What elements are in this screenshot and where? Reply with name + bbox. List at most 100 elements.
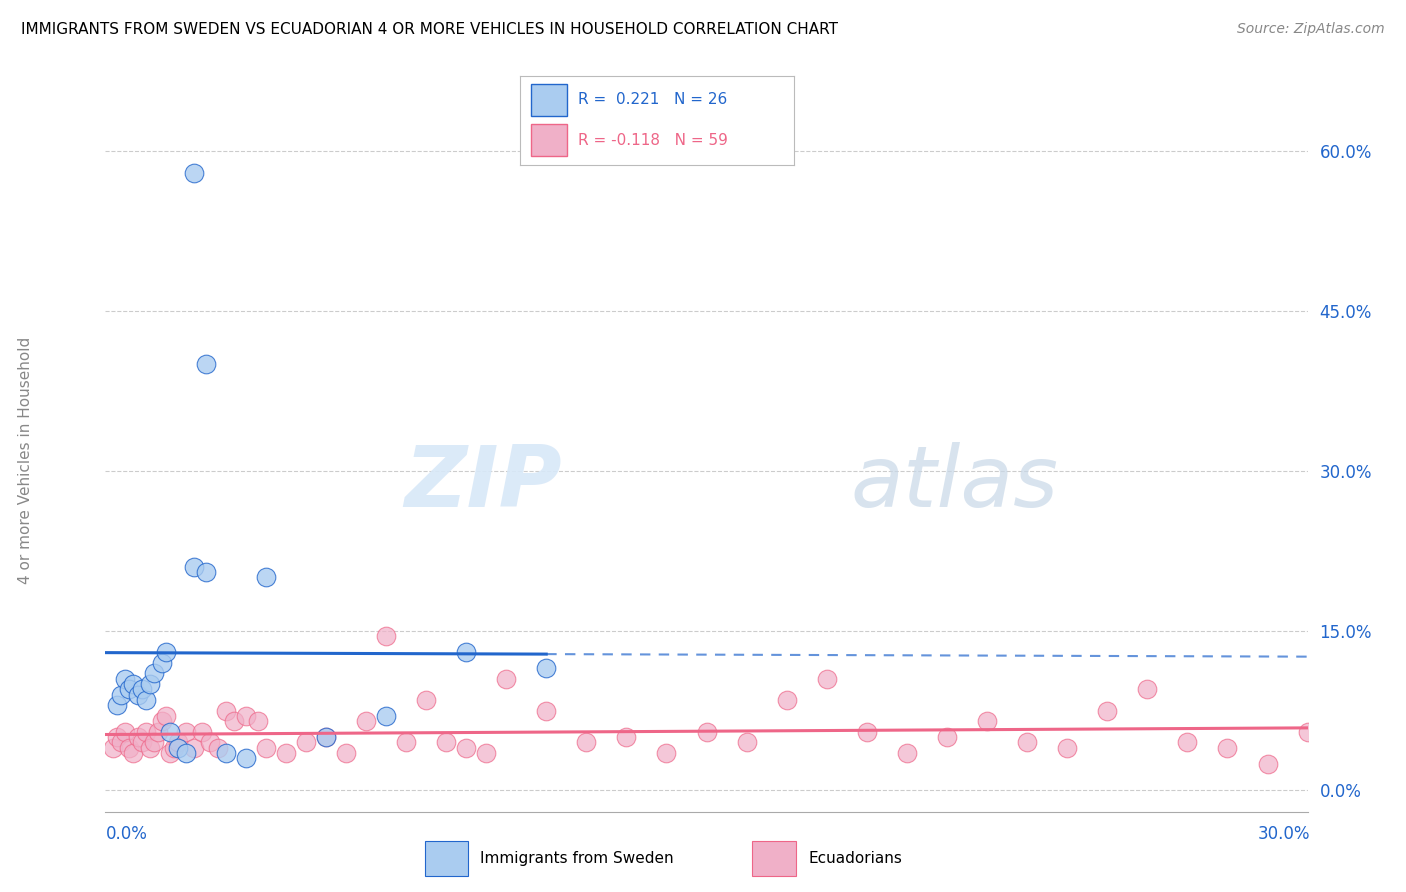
Point bbox=[274, 746, 297, 760]
Text: IMMIGRANTS FROM SWEDEN VS ECUADORIAN 4 OR MORE VEHICLES IN HOUSEHOLD CORRELATION: IMMIGRANTS FROM SWEDEN VS ECUADORIAN 4 O… bbox=[21, 22, 838, 37]
Point bbox=[107, 730, 129, 744]
Point bbox=[142, 666, 165, 681]
Point bbox=[135, 693, 157, 707]
Point bbox=[194, 565, 217, 579]
Bar bbox=[425, 841, 468, 876]
Point bbox=[183, 166, 205, 180]
Point bbox=[110, 735, 132, 749]
Point bbox=[174, 724, 197, 739]
Bar bbox=[752, 841, 796, 876]
Point bbox=[655, 746, 678, 760]
Point bbox=[735, 735, 758, 749]
Point bbox=[174, 746, 197, 760]
Point bbox=[190, 724, 212, 739]
Point bbox=[214, 704, 236, 718]
Point bbox=[254, 740, 277, 755]
Point bbox=[107, 698, 129, 713]
Point bbox=[166, 740, 188, 755]
Point bbox=[534, 704, 557, 718]
Point bbox=[110, 688, 132, 702]
Point bbox=[896, 746, 918, 760]
Text: Source: ZipAtlas.com: Source: ZipAtlas.com bbox=[1237, 22, 1385, 37]
Point bbox=[1056, 740, 1078, 755]
Point bbox=[150, 714, 173, 729]
Bar bbox=[531, 124, 567, 156]
Point bbox=[127, 688, 149, 702]
Text: 4 or more Vehicles in Household: 4 or more Vehicles in Household bbox=[18, 336, 34, 584]
Point bbox=[122, 746, 145, 760]
Point bbox=[150, 656, 173, 670]
Point bbox=[127, 730, 149, 744]
Point bbox=[235, 751, 257, 765]
Point bbox=[374, 629, 398, 643]
Text: R = -0.118   N = 59: R = -0.118 N = 59 bbox=[578, 133, 728, 147]
Point bbox=[395, 735, 418, 749]
Point bbox=[456, 740, 478, 755]
Point bbox=[1216, 740, 1239, 755]
Point bbox=[696, 724, 718, 739]
Point bbox=[122, 677, 145, 691]
Point bbox=[183, 740, 205, 755]
Point bbox=[162, 740, 184, 755]
Point bbox=[183, 559, 205, 574]
Point bbox=[159, 746, 181, 760]
Point bbox=[131, 735, 153, 749]
Text: R =  0.221   N = 26: R = 0.221 N = 26 bbox=[578, 93, 727, 107]
Point bbox=[131, 682, 153, 697]
Point bbox=[776, 693, 799, 707]
Point bbox=[354, 714, 377, 729]
Point bbox=[222, 714, 245, 729]
Point bbox=[159, 724, 181, 739]
Point bbox=[155, 645, 177, 659]
Point bbox=[976, 714, 998, 729]
Text: 30.0%: 30.0% bbox=[1258, 825, 1310, 843]
Point bbox=[936, 730, 959, 744]
Point bbox=[246, 714, 269, 729]
Point bbox=[214, 746, 236, 760]
Point bbox=[1015, 735, 1038, 749]
Point bbox=[138, 740, 160, 755]
Point bbox=[456, 645, 478, 659]
Point bbox=[138, 677, 160, 691]
Bar bbox=[531, 84, 567, 116]
Point bbox=[1175, 735, 1198, 749]
Point bbox=[315, 730, 337, 744]
Point bbox=[1296, 724, 1319, 739]
Point bbox=[207, 740, 229, 755]
Point bbox=[1136, 682, 1159, 697]
Text: ZIP: ZIP bbox=[405, 442, 562, 525]
Point bbox=[235, 709, 257, 723]
Point bbox=[295, 735, 318, 749]
Point bbox=[495, 672, 517, 686]
Point bbox=[415, 693, 437, 707]
Point bbox=[616, 730, 638, 744]
Point bbox=[815, 672, 838, 686]
Point bbox=[1257, 756, 1279, 771]
Point bbox=[374, 709, 398, 723]
Point bbox=[315, 730, 337, 744]
Text: 0.0%: 0.0% bbox=[105, 825, 148, 843]
Point bbox=[254, 570, 277, 584]
Point bbox=[198, 735, 221, 749]
Point bbox=[103, 740, 125, 755]
Point bbox=[855, 724, 877, 739]
Point bbox=[575, 735, 598, 749]
Point bbox=[194, 358, 217, 372]
Point bbox=[534, 661, 557, 675]
Point bbox=[146, 724, 169, 739]
Point bbox=[118, 682, 141, 697]
Text: Immigrants from Sweden: Immigrants from Sweden bbox=[481, 851, 673, 866]
Text: Ecuadorians: Ecuadorians bbox=[808, 851, 903, 866]
Point bbox=[434, 735, 457, 749]
Point bbox=[155, 709, 177, 723]
Point bbox=[166, 735, 188, 749]
Point bbox=[142, 735, 165, 749]
Point bbox=[114, 672, 136, 686]
Point bbox=[114, 724, 136, 739]
Point bbox=[135, 724, 157, 739]
Point bbox=[335, 746, 357, 760]
Point bbox=[1097, 704, 1119, 718]
Point bbox=[475, 746, 498, 760]
Text: atlas: atlas bbox=[851, 442, 1059, 525]
Point bbox=[118, 740, 141, 755]
